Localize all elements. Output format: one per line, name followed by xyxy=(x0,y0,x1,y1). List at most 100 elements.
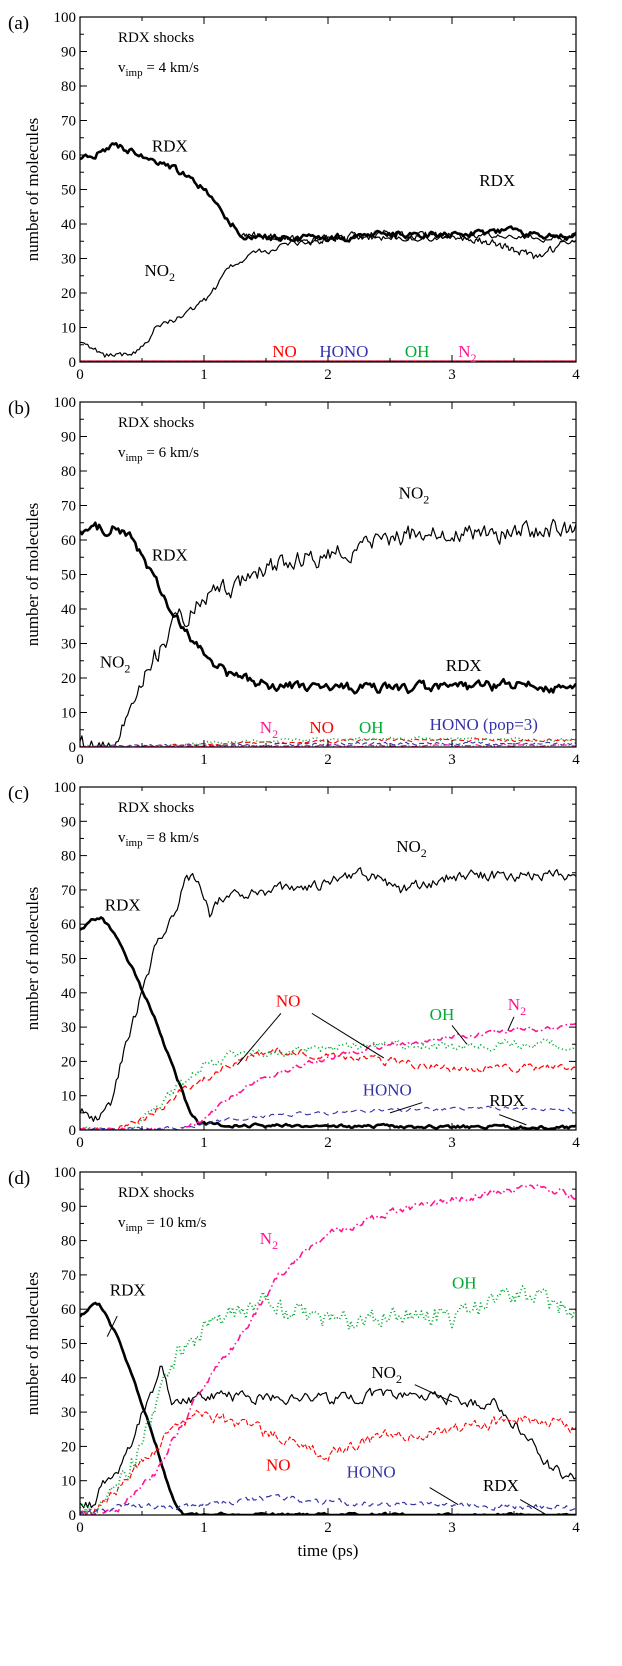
panel-d-label-main: NO xyxy=(371,1363,396,1382)
panel-d-ytick-label: 40 xyxy=(61,1371,76,1387)
panel-a-label-main: NO xyxy=(144,261,169,280)
panel-c-leader-line xyxy=(311,1012,385,1059)
panel-d-label-rdx: RDX xyxy=(483,1476,519,1495)
panel-b-label-main: RDX xyxy=(446,656,482,675)
panel-a-label-main: OH xyxy=(405,342,430,361)
panel-d-label-hono: HONO xyxy=(347,1462,396,1481)
panel-b-ytick-label: 60 xyxy=(61,533,76,549)
panel-d-label-main: RDX xyxy=(483,1476,519,1495)
panel-b-ytick-label: 100 xyxy=(54,395,77,411)
panel-d: 0 10 20 30 40 50 60 70 80 90 100 0 1 2 3 4 number of mol… xyxy=(8,1165,580,1560)
panel-d-xtick-label: 3 xyxy=(448,1520,456,1536)
panel-c-ytick-label: 40 xyxy=(61,986,76,1002)
panel-a-ytick-label: 70 xyxy=(61,114,76,130)
panel-a-series-rdx-line xyxy=(80,142,576,243)
panel-d-ytick-label: 50 xyxy=(61,1337,76,1353)
panel-a-label-n2: N2 xyxy=(458,342,476,365)
panel-d-label-sub: 2 xyxy=(396,1372,402,1386)
panel-a-annotation-velocity: vimp = 4 km/s xyxy=(118,60,199,79)
panel-b-xtick-label: 2 xyxy=(324,752,332,768)
panel-b-label-sub: 2 xyxy=(423,493,429,507)
panel-a-ytick-label: 0 xyxy=(69,355,77,371)
panel-a-xtick-label: 0 xyxy=(76,367,84,383)
panel-a-ytick-label: 90 xyxy=(61,45,76,61)
panel-b-ytick-label: 0 xyxy=(69,740,77,756)
panel-b-ytick-label: 20 xyxy=(61,671,76,687)
panel-d-label-main: RDX xyxy=(110,1280,146,1299)
panel-c-ytick-label: 70 xyxy=(61,883,76,899)
panel-d-label-main: HONO xyxy=(347,1462,396,1481)
panel-c-series-no-line xyxy=(80,1046,576,1130)
panel-c-label-main: RDX xyxy=(105,895,141,914)
panel-d-ytick-label: 100 xyxy=(54,1165,77,1181)
panel-c-label-oh: OH xyxy=(430,1005,455,1024)
panel-d-xtick-label: 2 xyxy=(324,1520,332,1536)
panel-b-annotation-v-value: = 6 km/s xyxy=(143,445,200,461)
panel-c-leader-line xyxy=(507,1016,515,1031)
panel-a-label: (a) xyxy=(8,13,29,34)
panel-d-ytick-label: 80 xyxy=(61,1234,76,1250)
panel-a-label-sub: 2 xyxy=(470,351,476,365)
panel-c-series-no2-line xyxy=(80,867,576,1122)
panel-b-xtick-label: 0 xyxy=(76,752,84,768)
panel-d-ylabel: number of molecules xyxy=(23,1272,42,1416)
panel-d-annotation-v-sub: imp xyxy=(126,1222,144,1234)
panel-d-ytick-label: 10 xyxy=(61,1474,76,1490)
panel-c-xtick-label: 4 xyxy=(572,1135,580,1151)
panel-a-series-rdx-line xyxy=(240,229,576,260)
panel-d-label-no2: NO2 xyxy=(371,1363,402,1386)
panel-d-label-rdx: RDX xyxy=(110,1280,146,1299)
panel-d-annotation-v-value: = 10 km/s xyxy=(143,1215,207,1231)
panel-d-series-no2-line xyxy=(80,1365,576,1509)
panel-a-label-main: NO xyxy=(272,342,297,361)
panel-c-label-main: OH xyxy=(430,1005,455,1024)
panel-c-ytick-label: 60 xyxy=(61,917,76,933)
panel-a-xtick-label: 3 xyxy=(448,367,456,383)
panel-b-label-hono-pop-3: HONO (pop=3) xyxy=(430,715,538,734)
panel-a-label-main: RDX xyxy=(479,171,515,190)
panel-c-label-main: N xyxy=(508,995,520,1014)
panel-c-leader-line xyxy=(237,1013,282,1066)
panel-a-label-main: HONO xyxy=(319,342,368,361)
panel-a-ytick-label: 80 xyxy=(61,79,76,95)
panel-c-ytick-label: 90 xyxy=(61,814,76,830)
panel-a-label-oh: OH xyxy=(405,342,430,361)
panel-d-ytick-label: 60 xyxy=(61,1302,76,1318)
panel-d-ytick-label: 70 xyxy=(61,1268,76,1284)
panel-b-label-main: RDX xyxy=(152,546,188,565)
panel-c-leader-line xyxy=(498,1114,527,1126)
panel-b-label-n2: N2 xyxy=(260,718,278,741)
panel-c-label-rdx: RDX xyxy=(489,1091,525,1110)
panel-b-label-rdx: RDX xyxy=(446,656,482,675)
panel-d-annotation-title: RDX shocks xyxy=(118,1185,194,1201)
panel-c-series-hono-line xyxy=(80,1105,576,1130)
panel-a-label-main: RDX xyxy=(152,137,188,156)
panel-b-label-main: NO xyxy=(399,484,424,503)
panel-b-label-sub: 2 xyxy=(124,662,130,676)
panel-d-label: (d) xyxy=(8,1168,30,1189)
panel-a-ytick-label: 60 xyxy=(61,148,76,164)
panel-c-xtick-label: 3 xyxy=(448,1135,456,1151)
panel-d-ytick-label: 30 xyxy=(61,1405,76,1421)
panel-b-ytick-label: 10 xyxy=(61,706,76,722)
panel-c-ylabel: number of molecules xyxy=(23,887,42,1031)
panel-a-label-rdx: RDX xyxy=(479,171,515,190)
panel-b-label-main: OH xyxy=(359,718,384,737)
panel-d-series-oh-line xyxy=(80,1285,576,1515)
panel-b-label: (b) xyxy=(8,398,30,419)
panel-b-ytick-label: 40 xyxy=(61,602,76,618)
panel-c-series-n2-line xyxy=(80,1022,576,1130)
panel-b-xtick-label: 3 xyxy=(448,752,456,768)
panel-b-label-oh: OH xyxy=(359,718,384,737)
panel-a-ytick-label: 30 xyxy=(61,252,76,268)
panel-d-label-sub: 2 xyxy=(272,1238,278,1252)
panel-b-ytick-label: 50 xyxy=(61,568,76,584)
panel-c-xtick-label: 0 xyxy=(76,1135,84,1151)
panel-c-annotation-v-value: = 8 km/s xyxy=(143,830,200,846)
panel-b-label-rdx: RDX xyxy=(152,546,188,565)
panel-d-xlabel: time (ps) xyxy=(298,1541,359,1560)
panel-c-xtick-label: 1 xyxy=(200,1135,208,1151)
panel-b-label-main: NO xyxy=(100,653,125,672)
panel-d-label-main: NO xyxy=(266,1455,291,1474)
